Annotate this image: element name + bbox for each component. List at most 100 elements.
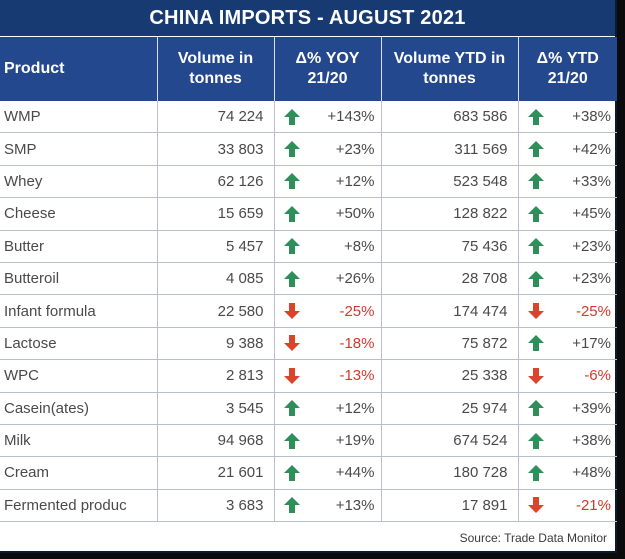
- header-volume-ytd: Volume YTD in tonnes: [380, 37, 518, 101]
- arrow-up-icon: [283, 205, 300, 222]
- volume-cell: 3 545: [156, 392, 274, 425]
- volume-ytd-cell: 75 436: [380, 230, 518, 263]
- volume-cell: 94 968: [156, 424, 274, 458]
- arrow-up-icon: [527, 108, 544, 125]
- arrow-up-icon: [527, 270, 544, 287]
- table-row: Infant formula 22 580 -25% 174 474 -25%: [0, 294, 617, 328]
- table-row: WMP 74 224 +143% 683 586 +38%: [0, 101, 617, 134]
- ytd-cell: +48%: [517, 456, 617, 490]
- ytd-cell: -6%: [517, 359, 617, 393]
- arrow-up-icon: [527, 173, 544, 190]
- product-cell: WMP: [0, 101, 157, 134]
- ytd-cell: +38%: [517, 101, 617, 134]
- volume-cell: 5 457: [156, 230, 274, 263]
- ytd-value: +23%: [572, 270, 611, 288]
- volume-cell: 21 601: [156, 456, 274, 490]
- arrow-up-icon: [283, 238, 300, 255]
- yoy-value: +13%: [335, 496, 375, 514]
- table-row: Butter 5 457 +8% 75 436 +23%: [0, 230, 617, 263]
- table-row: Casein(ates) 3 545 +12% 25 974 +39%: [0, 392, 617, 425]
- product-cell: Lactose: [0, 327, 157, 361]
- arrow-up-icon: [283, 141, 300, 158]
- ytd-cell: +42%: [517, 132, 617, 166]
- product-cell: Whey: [0, 165, 157, 199]
- volume-ytd-cell: 523 548: [380, 165, 518, 199]
- ytd-value: +48%: [572, 464, 611, 482]
- ytd-value: +38%: [572, 108, 611, 126]
- yoy-cell: +13%: [273, 489, 381, 523]
- volume-cell: 4 085: [156, 262, 274, 296]
- arrow-up-icon: [527, 205, 544, 222]
- yoy-cell: +12%: [273, 165, 381, 199]
- table-row: Fermented produc 3 683 +13% 17 891 -21%: [0, 489, 617, 523]
- volume-ytd-cell: 174 474: [380, 294, 518, 328]
- arrow-up-icon: [527, 335, 544, 352]
- volume-cell: 2 813: [156, 359, 274, 393]
- product-cell: Infant formula: [0, 294, 157, 328]
- yoy-cell: +8%: [273, 230, 381, 263]
- ytd-value: +23%: [572, 237, 611, 255]
- product-cell: Casein(ates): [0, 392, 157, 425]
- volume-ytd-cell: 311 569: [380, 132, 518, 166]
- arrow-up-icon: [283, 270, 300, 287]
- arrow-up-icon: [283, 173, 300, 190]
- table-title: CHINA IMPORTS - AUGUST 2021: [0, 0, 615, 37]
- header-product: Product: [0, 37, 157, 101]
- imports-table: Product Volume in tonnes Δ% YOY 21/20 Volu…: [0, 37, 617, 523]
- header-volume: Volume in tonnes: [156, 37, 274, 101]
- yoy-value: -13%: [339, 367, 375, 385]
- yoy-cell: +50%: [273, 197, 381, 231]
- ytd-value: +38%: [572, 432, 611, 450]
- arrow-up-icon: [527, 464, 544, 481]
- yoy-cell: -18%: [273, 327, 381, 361]
- yoy-value: +19%: [335, 432, 375, 450]
- arrow-up-icon: [283, 497, 300, 514]
- yoy-cell: +44%: [273, 456, 381, 490]
- ytd-cell: +17%: [517, 327, 617, 361]
- yoy-value: +26%: [335, 270, 375, 288]
- table-row: WPC 2 813 -13% 25 338 -6%: [0, 359, 617, 393]
- volume-ytd-cell: 25 338: [380, 359, 518, 393]
- yoy-value: +23%: [335, 140, 375, 158]
- ytd-value: +17%: [572, 334, 611, 352]
- arrow-up-icon: [527, 141, 544, 158]
- volume-ytd-cell: 674 524: [380, 424, 518, 458]
- volume-cell: 62 126: [156, 165, 274, 199]
- arrow-down-icon: [527, 303, 544, 320]
- yoy-value: +8%: [344, 237, 375, 255]
- yoy-cell: +143%: [273, 101, 381, 134]
- arrow-up-icon: [527, 238, 544, 255]
- volume-cell: 22 580: [156, 294, 274, 328]
- data-table-card: CHINA IMPORTS - AUGUST 2021 Product Volu…: [0, 0, 617, 553]
- volume-ytd-cell: 28 708: [380, 262, 518, 296]
- product-cell: Cream: [0, 456, 157, 490]
- volume-cell: 9 388: [156, 327, 274, 361]
- volume-cell: 33 803: [156, 132, 274, 166]
- ytd-value: -21%: [575, 496, 611, 514]
- ytd-value: +42%: [572, 140, 611, 158]
- header-yoy: Δ% YOY 21/20: [273, 37, 381, 101]
- header-row: Product Volume in tonnes Δ% YOY 21/20 Volu…: [0, 37, 617, 101]
- table-row: Cream 21 601 +44% 180 728 +48%: [0, 456, 617, 490]
- product-cell: WPC: [0, 359, 157, 393]
- ytd-cell: +39%: [517, 392, 617, 425]
- table-row: Cheese 15 659 +50% 128 822 +45%: [0, 197, 617, 231]
- volume-ytd-cell: 25 974: [380, 392, 518, 425]
- volume-ytd-cell: 180 728: [380, 456, 518, 490]
- product-cell: Milk: [0, 424, 157, 458]
- source-note: Source: Trade Data Monitor: [459, 531, 607, 545]
- product-cell: SMP: [0, 132, 157, 166]
- table-row: Butteroil 4 085 +26% 28 708 +23%: [0, 262, 617, 296]
- arrow-up-icon: [283, 400, 300, 417]
- ytd-cell: +33%: [517, 165, 617, 199]
- table-row: Whey 62 126 +12% 523 548 +33%: [0, 165, 617, 199]
- yoy-cell: +23%: [273, 132, 381, 166]
- product-cell: Butteroil: [0, 262, 157, 296]
- ytd-cell: -21%: [517, 489, 617, 523]
- ytd-cell: +23%: [517, 230, 617, 263]
- volume-ytd-cell: 683 586: [380, 101, 518, 134]
- arrow-up-icon: [527, 432, 544, 449]
- arrow-down-icon: [527, 497, 544, 514]
- arrow-up-icon: [527, 400, 544, 417]
- ytd-cell: +38%: [517, 424, 617, 458]
